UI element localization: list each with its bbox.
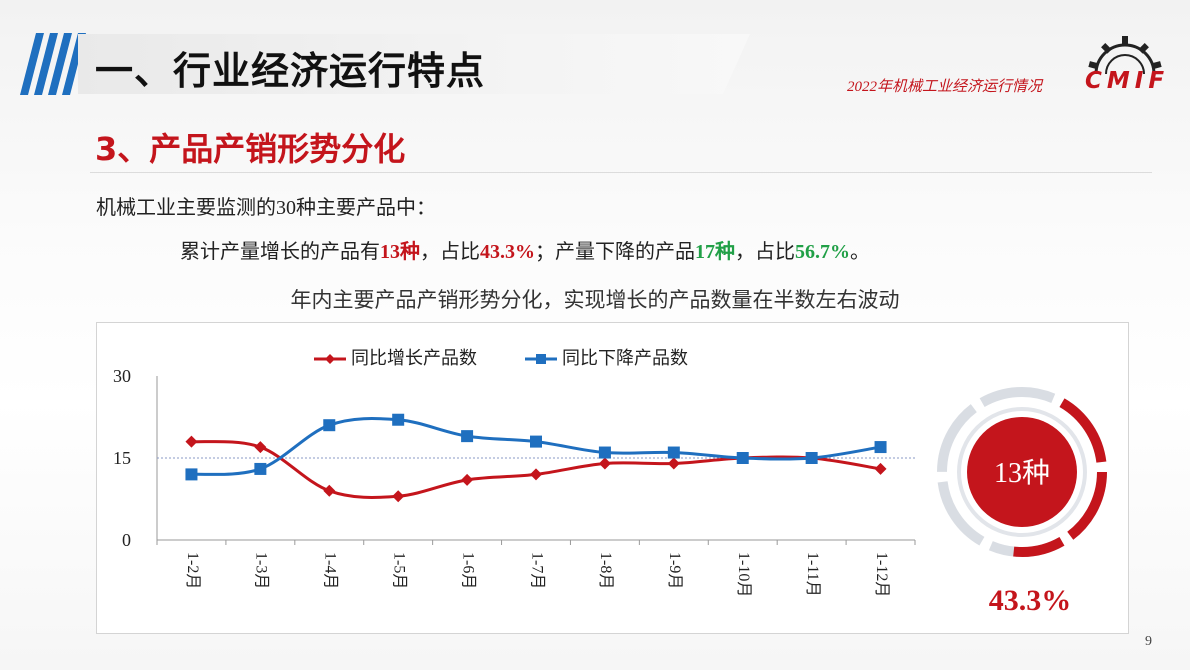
x-tick-label: 1-4月 bbox=[322, 552, 339, 589]
ring-percent: 43.3% bbox=[988, 584, 1072, 617]
chart-frame bbox=[96, 322, 1129, 634]
growth-data-point bbox=[530, 468, 542, 481]
y-tick-label: 15 bbox=[113, 448, 131, 468]
decline-percent: 56.7% bbox=[795, 241, 850, 263]
decline-data-point bbox=[392, 413, 405, 426]
growth-data-point bbox=[254, 441, 267, 454]
legend-label-decline: 同比下降产品数 bbox=[562, 348, 688, 369]
decline-data-point bbox=[461, 430, 474, 443]
legend-item-decline: 同比下降产品数 bbox=[524, 344, 688, 370]
growth-data-point bbox=[461, 473, 474, 486]
x-tick-label: 1-10月 bbox=[735, 552, 752, 597]
decline-count: 17种 bbox=[695, 241, 735, 263]
stats-text: 累计产量增长的产品有 bbox=[180, 241, 380, 263]
x-tick-label: 1-6月 bbox=[459, 552, 476, 589]
ring-center-disc bbox=[967, 417, 1077, 527]
x-tick-label: 1-8月 bbox=[597, 552, 614, 589]
brand-logo: CMIF bbox=[1085, 68, 1170, 94]
stats-text: ，占比 bbox=[735, 241, 795, 263]
stats-text: ；产量下降的产品 bbox=[535, 241, 695, 263]
x-tick-label: 1-3月 bbox=[253, 552, 270, 589]
x-tick-label: 1-5月 bbox=[391, 552, 408, 589]
growth-data-point bbox=[598, 457, 611, 470]
ring-center-label: 13种 bbox=[994, 457, 1050, 489]
ring-segment-filled bbox=[937, 387, 1107, 557]
stats-text: ，占比 bbox=[420, 241, 480, 263]
header-subtitle: 2022年机械工业经济运行情况 bbox=[847, 79, 1043, 95]
chart-title: 年内主要产品产销形势分化，实现增长的产品数量在半数左右波动 bbox=[290, 288, 900, 312]
gear-icon bbox=[1088, 36, 1162, 75]
intro-text: 机械工业主要监测的30种主要产品中： bbox=[96, 197, 436, 219]
decline-data-point bbox=[185, 468, 198, 481]
decline-data-point bbox=[874, 441, 887, 454]
growth-data-point bbox=[392, 490, 405, 503]
y-tick-label: 30 bbox=[113, 366, 131, 386]
x-tick-label: 1-9月 bbox=[666, 552, 683, 589]
page-title: 一、行业经济运行特点 bbox=[95, 49, 486, 93]
grow-count: 13种 bbox=[380, 241, 420, 263]
decline-data-point bbox=[530, 435, 542, 448]
decline-data-point bbox=[667, 446, 680, 459]
growth-data-point bbox=[667, 457, 680, 470]
legend-item-growth: 同比增长产品数 bbox=[313, 344, 477, 370]
ring-gauge: 13种 bbox=[937, 387, 1107, 557]
growth-data-point bbox=[874, 462, 887, 475]
page-number: 9 bbox=[1145, 634, 1152, 649]
stats-line: 累计产量增长的产品有13种，占比43.3%；产量下降的产品17种，占比56.7%… bbox=[180, 235, 870, 264]
legend-label-growth: 同比增长产品数 bbox=[351, 348, 477, 369]
legend-swatch-growth bbox=[314, 354, 346, 364]
growth-data-point bbox=[323, 484, 336, 497]
decline-data-point bbox=[805, 452, 818, 464]
divider bbox=[90, 172, 1152, 173]
decline-data-point bbox=[323, 419, 336, 432]
decline-data-point bbox=[736, 452, 749, 464]
legend-swatch-decline bbox=[525, 354, 557, 364]
stats-text: 。 bbox=[850, 241, 870, 263]
x-tick-label: 1-11月 bbox=[804, 552, 821, 597]
ring-segment-track bbox=[937, 387, 1107, 557]
x-tick-label: 1-12月 bbox=[873, 552, 890, 597]
section-title: 3、产品产销形势分化 bbox=[95, 130, 406, 168]
title-banner bbox=[78, 34, 750, 94]
y-tick-label: 0 bbox=[122, 530, 131, 550]
grow-percent: 43.3% bbox=[480, 241, 535, 263]
decline-data-point bbox=[598, 446, 611, 459]
decline-data-point bbox=[254, 462, 267, 475]
ring-inner-track bbox=[957, 407, 1087, 537]
x-tick-label: 1-2月 bbox=[184, 552, 201, 589]
x-tick-label: 1-7月 bbox=[528, 552, 545, 589]
growth-data-point bbox=[185, 435, 198, 448]
